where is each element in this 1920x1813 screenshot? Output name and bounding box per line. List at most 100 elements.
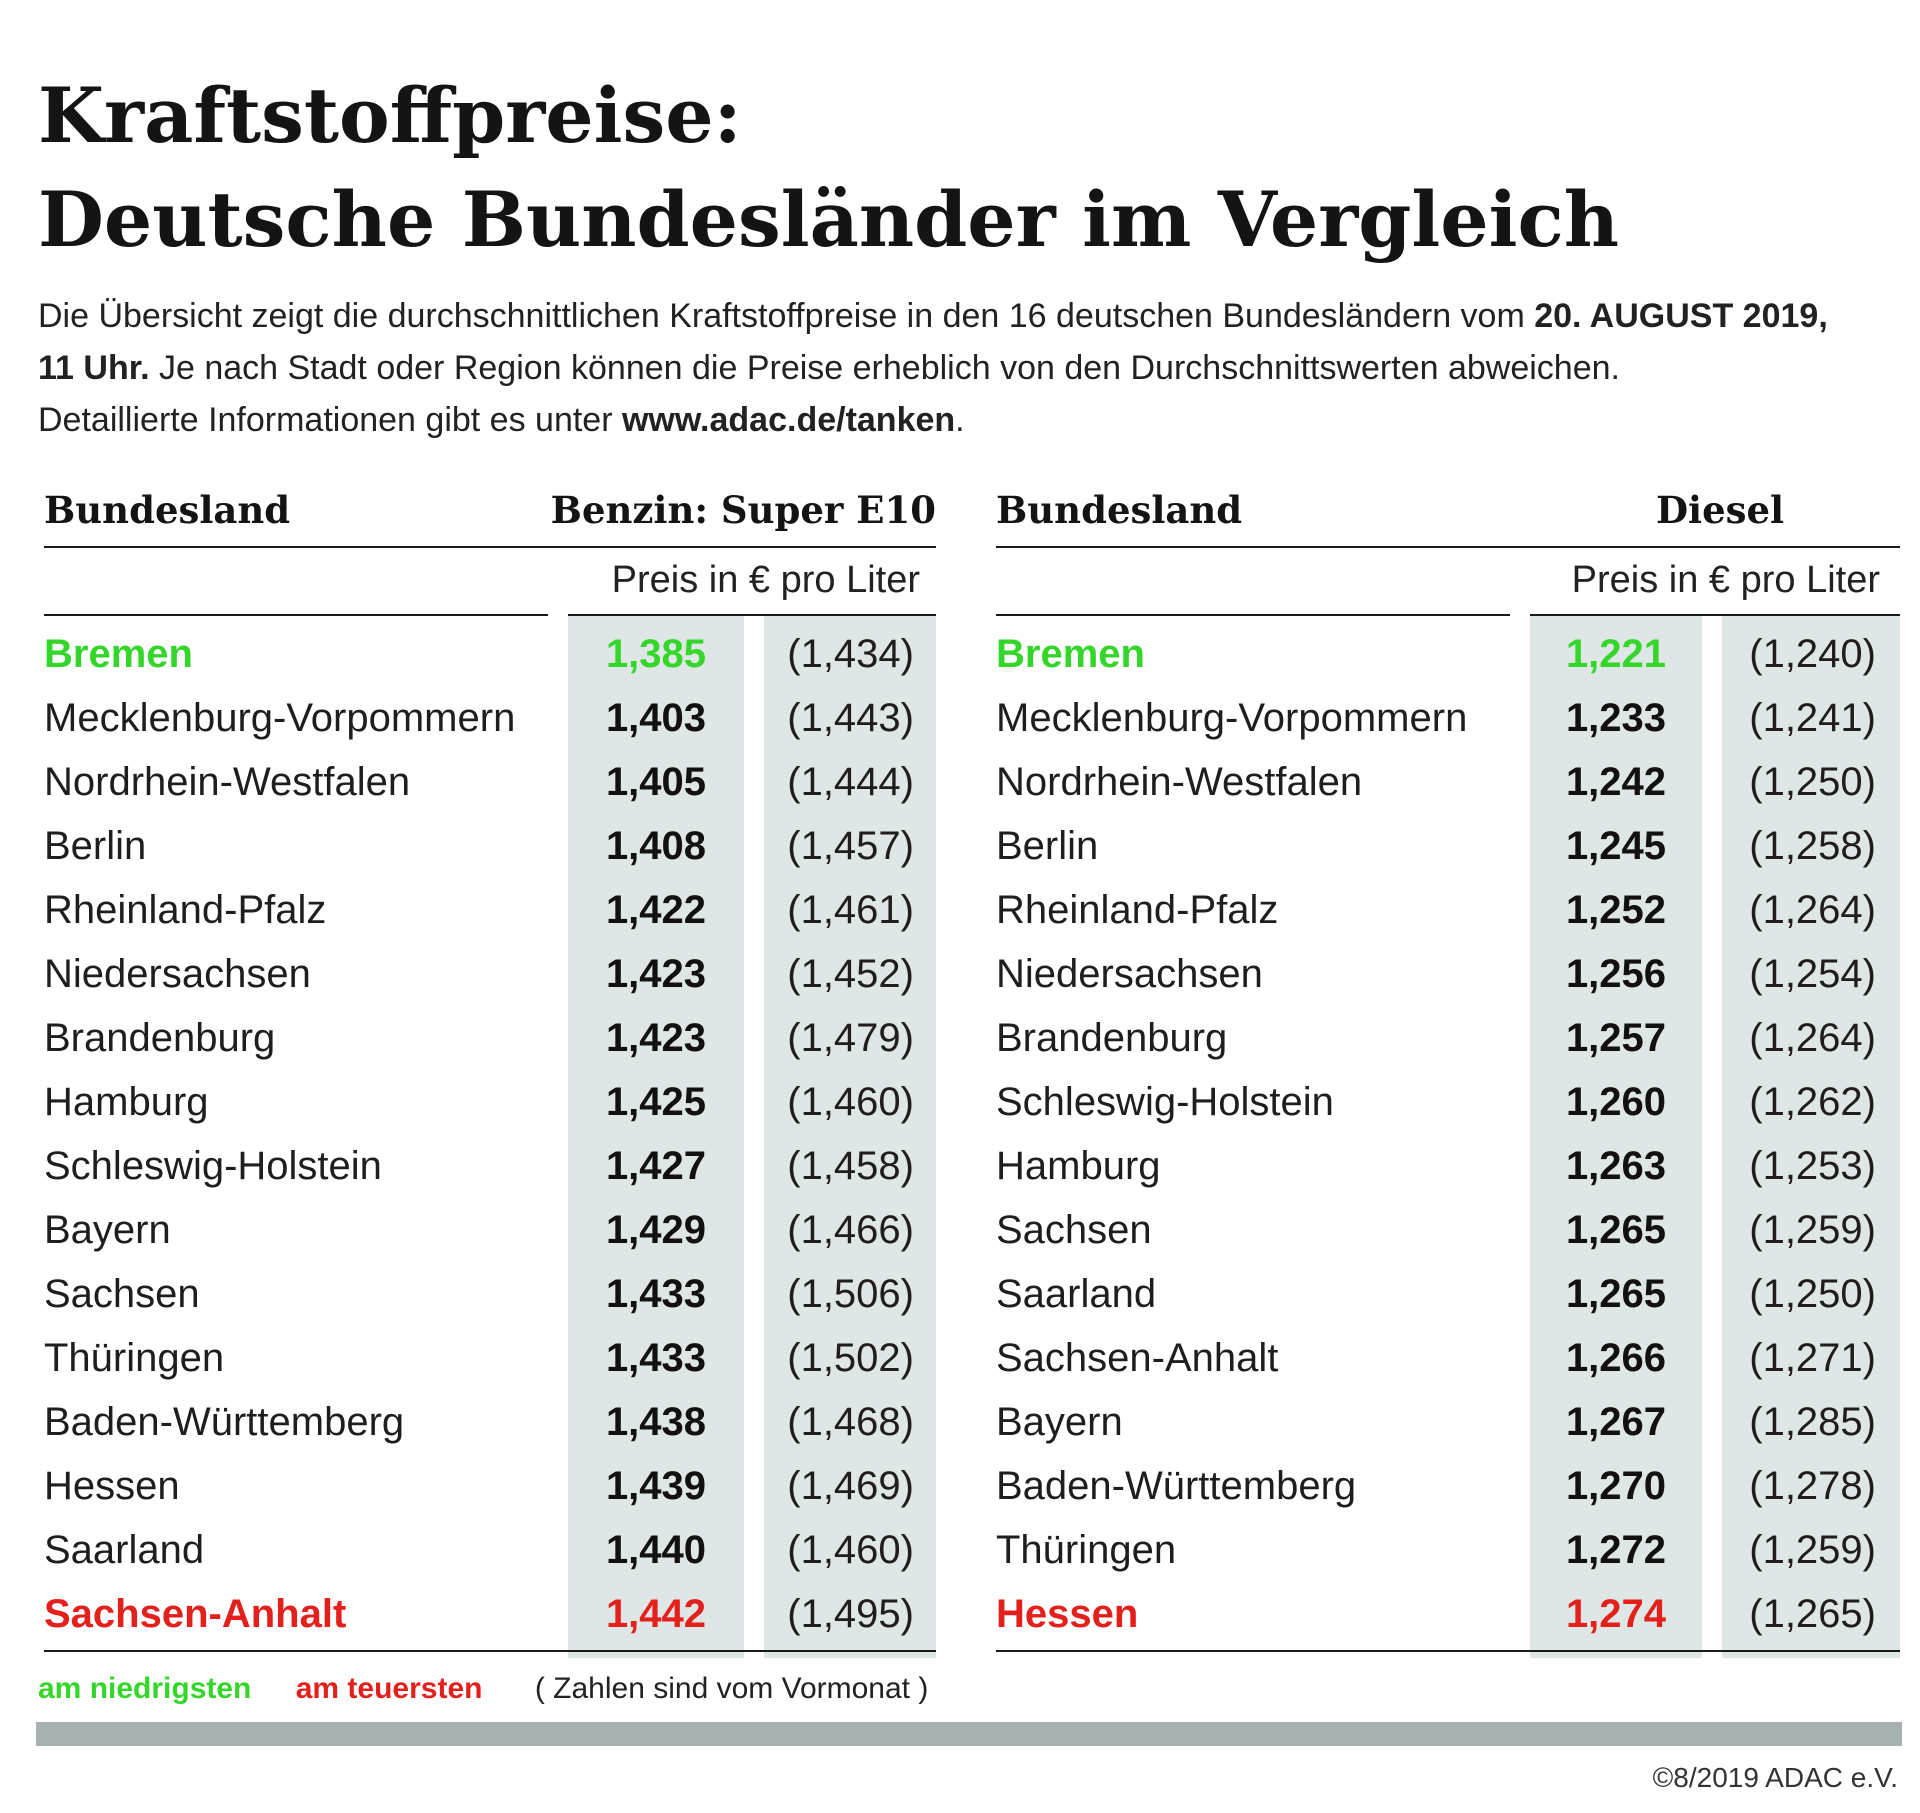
state-name: Brandenburg <box>996 1016 1228 1060</box>
previous-month-price: (1,254) <box>1749 952 1876 996</box>
copyright: ©8/2019 ADAC e.V. <box>1652 1762 1898 1793</box>
state-name: Niedersachsen <box>44 952 311 996</box>
table-row: Saarland 1,440 (1,460) <box>44 1518 936 1582</box>
current-price: 1,221 <box>1565 632 1667 676</box>
previous-month-price: (1,240) <box>1749 632 1876 676</box>
table-row: Nordrhein-Westfalen 1,242 (1,250) <box>996 750 1900 814</box>
current-price: 1,442 <box>605 1592 707 1636</box>
current-price: 1,257 <box>1565 1016 1667 1060</box>
table-row: Niedersachsen 1,256 (1,254) <box>996 942 1900 1006</box>
state-name: Rheinland-Pfalz <box>996 888 1279 932</box>
state-name: Hessen <box>996 1592 1139 1636</box>
table-row: Bayern 1,267 (1,285) <box>996 1390 1900 1454</box>
state-name: Hessen <box>44 1464 180 1508</box>
previous-month-price: (1,457) <box>787 824 914 868</box>
table-row: Baden-Württemberg 1,438 (1,468) <box>44 1390 936 1454</box>
title-line-1: Kraftstoffpreise: <box>38 71 742 160</box>
previous-month-price: (1,495) <box>787 1592 914 1636</box>
intro-line-1: Die Übersicht zeigt die durchschnittlich… <box>38 290 1918 342</box>
intro-date: 20. AUGUST 2019, <box>1534 297 1828 335</box>
state-name: Saarland <box>996 1272 1157 1316</box>
legend-lowest: am niedrigsten <box>38 1672 252 1705</box>
table-row: Schleswig-Holstein 1,427 (1,458) <box>44 1134 936 1198</box>
table-row: Mecklenburg-Vorpommern 1,233 (1,241) <box>996 686 1900 750</box>
state-name: Thüringen <box>996 1528 1177 1572</box>
previous-month-price: (1,502) <box>787 1336 914 1380</box>
intro-part-2: Je nach Stadt oder Region können die Pre… <box>149 349 1620 387</box>
previous-month-price: (1,271) <box>1749 1336 1876 1380</box>
legend-note: ( Zahlen sind vom Vormonat ) <box>534 1672 929 1705</box>
state-name: Schleswig-Holstein <box>996 1080 1334 1124</box>
header-rule <box>44 546 936 548</box>
state-name: Mecklenburg-Vorpommern <box>44 696 516 740</box>
unit-label: Preis in € pro Liter <box>611 559 920 601</box>
current-price: 1,245 <box>1565 824 1667 868</box>
table-row: Nordrhein-Westfalen 1,405 (1,444) <box>44 750 936 814</box>
table-row: Saarland 1,265 (1,250) <box>996 1262 1900 1326</box>
title-line-2: Deutsche Bundesländer im Vergleich <box>38 175 1620 264</box>
current-price: 1,267 <box>1565 1400 1667 1444</box>
table-row: Berlin 1,408 (1,457) <box>44 814 936 878</box>
table-row: Sachsen-Anhalt 1,442 (1,495) <box>44 1582 936 1646</box>
col-header-state: Bundesland <box>44 488 291 532</box>
table-row: Hamburg 1,425 (1,460) <box>44 1070 936 1134</box>
intro-line-2: 11 Uhr. Je nach Stadt oder Region können… <box>38 342 1918 394</box>
table-row: Baden-Württemberg 1,270 (1,278) <box>996 1454 1900 1518</box>
previous-month-price: (1,434) <box>787 632 914 676</box>
previous-month-price: (1,262) <box>1749 1080 1876 1124</box>
intro-url[interactable]: www.adac.de/tanken <box>621 401 956 439</box>
state-name: Hamburg <box>996 1144 1161 1188</box>
previous-month-price: (1,452) <box>787 952 914 996</box>
intro-part-4: . <box>955 401 965 439</box>
current-price: 1,242 <box>1565 760 1667 804</box>
previous-month-price: (1,264) <box>1749 1016 1876 1060</box>
current-price: 1,265 <box>1565 1208 1667 1252</box>
current-price: 1,440 <box>605 1528 707 1572</box>
current-price: 1,438 <box>605 1400 707 1444</box>
state-name: Berlin <box>44 824 147 868</box>
state-name: Saarland <box>44 1528 205 1572</box>
current-price: 1,429 <box>605 1208 707 1252</box>
previous-month-price: (1,466) <box>787 1208 914 1252</box>
state-name: Sachsen <box>44 1272 200 1316</box>
state-name: Baden-Württemberg <box>996 1464 1357 1508</box>
state-name: Bayern <box>996 1400 1123 1444</box>
current-price: 1,266 <box>1565 1336 1667 1380</box>
previous-month-price: (1,250) <box>1749 760 1876 804</box>
state-name: Berlin <box>996 824 1099 868</box>
previous-month-price: (1,259) <box>1749 1208 1876 1252</box>
table-row: Bremen 1,221 (1,240) <box>996 622 1900 686</box>
state-name: Schleswig-Holstein <box>44 1144 382 1188</box>
table-row: Hessen 1,274 (1,265) <box>996 1582 1900 1646</box>
previous-month-price: (1,469) <box>787 1464 914 1508</box>
previous-month-price: (1,241) <box>1749 696 1876 740</box>
unit-rule-left <box>44 614 548 616</box>
table-row: Rheinland-Pfalz 1,422 (1,461) <box>44 878 936 942</box>
legend-highest: am teuersten <box>295 1672 483 1705</box>
current-price: 1,427 <box>605 1144 707 1188</box>
state-name: Mecklenburg-Vorpommern <box>996 696 1468 740</box>
prev-column-shade <box>764 616 936 1658</box>
page-title: Kraftstoffpreise: Deutsche Bundesländer … <box>38 64 1898 272</box>
previous-month-price: (1,259) <box>1749 1528 1876 1572</box>
previous-month-price: (1,461) <box>787 888 914 932</box>
previous-month-price: (1,460) <box>787 1080 914 1124</box>
table-row: Rheinland-Pfalz 1,252 (1,264) <box>996 878 1900 942</box>
current-price: 1,423 <box>605 1016 707 1060</box>
intro-part-1: Die Übersicht zeigt die durchschnittlich… <box>38 297 1535 335</box>
current-price: 1,423 <box>605 952 707 996</box>
table-row: Thüringen 1,433 (1,502) <box>44 1326 936 1390</box>
unit-rule-right <box>1530 614 1900 616</box>
state-name: Niedersachsen <box>996 952 1263 996</box>
legend: am niedrigsten am teuersten ( Zahlen sin… <box>38 1664 928 1714</box>
intro-line-3: Detaillierte Informationen gibt es unter… <box>38 394 1918 446</box>
current-price: 1,263 <box>1565 1144 1667 1188</box>
footer-rule <box>996 1650 1900 1652</box>
footer-bar <box>36 1722 1902 1746</box>
previous-month-price: (1,479) <box>787 1016 914 1060</box>
table-row: Sachsen-Anhalt 1,266 (1,271) <box>996 1326 1900 1390</box>
previous-month-price: (1,265) <box>1749 1592 1876 1636</box>
table-row: Bayern 1,429 (1,466) <box>44 1198 936 1262</box>
state-name: Bremen <box>996 632 1145 676</box>
table-row: Sachsen 1,265 (1,259) <box>996 1198 1900 1262</box>
